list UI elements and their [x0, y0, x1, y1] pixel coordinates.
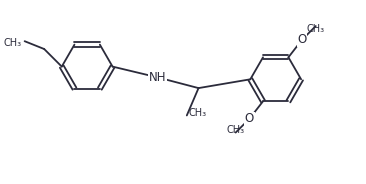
Text: CH₃: CH₃ — [227, 125, 245, 135]
Text: CH₃: CH₃ — [307, 24, 325, 34]
Text: NH: NH — [149, 71, 166, 84]
Text: O: O — [298, 33, 307, 46]
Text: CH₃: CH₃ — [4, 38, 22, 48]
Text: CH₃: CH₃ — [189, 108, 207, 118]
Text: O: O — [245, 112, 254, 125]
